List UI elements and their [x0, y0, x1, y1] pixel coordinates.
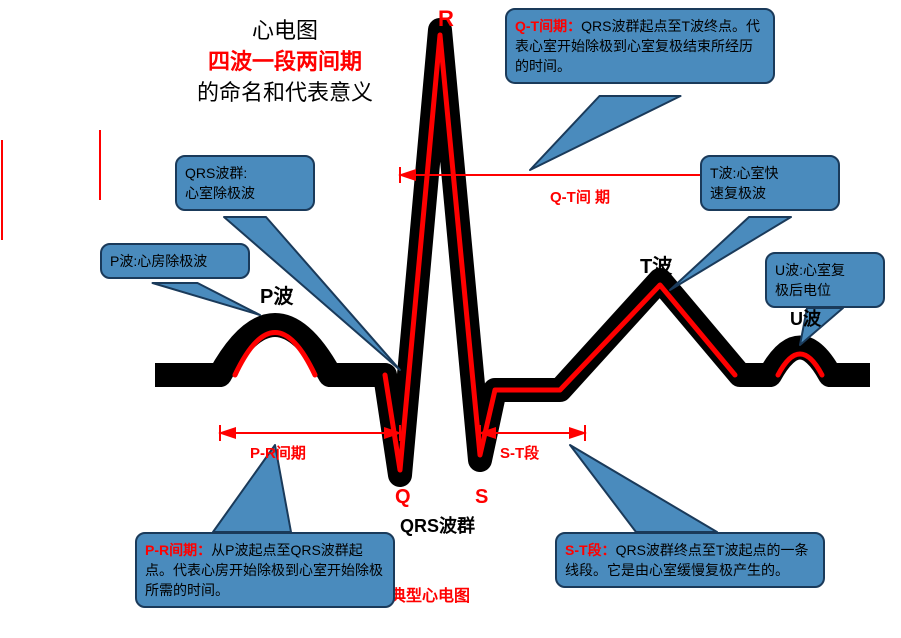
- callout-u: U波:心室复 极后电位: [765, 252, 885, 308]
- callout-qrs: QRS波群: 心室除极波: [175, 155, 315, 211]
- callout-t-line2: 速复极波: [710, 183, 830, 203]
- callout-st-hl: S-T段：: [565, 542, 616, 558]
- callout-qrs-line2: 心室除极波: [185, 183, 305, 203]
- callout-qt-hl: Q-T间期：: [515, 18, 581, 34]
- callout-t-line1: T波:心室快: [710, 163, 830, 183]
- qt-interval-label: Q-T间 期: [550, 186, 610, 207]
- label-S: S: [475, 486, 488, 509]
- st-segment-label: S-T段: [500, 442, 539, 463]
- callout-u-line1: U波:心室复: [775, 260, 875, 280]
- label-R: R: [438, 6, 454, 32]
- callout-qt: Q-T间期：QRS波群起点至T波终点。代表心室开始除极到心室复极结束所经历的时间…: [505, 8, 775, 84]
- callout-t: T波:心室快 速复极波: [700, 155, 840, 211]
- callout-pr: P-R间期：从P波起点至QRS波群起点。代表心房开始除极到心室开始除极所需的时间…: [135, 532, 395, 608]
- label-T: T波: [640, 250, 672, 279]
- label-QRS: QRS波群: [400, 512, 475, 538]
- callout-qrs-line1: QRS波群:: [185, 163, 305, 183]
- callout-p-text: P波:心房除极波: [110, 253, 207, 269]
- diagram-stage: 心电图 四波一段两间期 的命名和代表意义 R P波 T波 U波 Q S QRS波…: [0, 0, 901, 638]
- callout-u-line2: 极后电位: [775, 280, 875, 300]
- caption: 典型心电图: [390, 582, 470, 606]
- label-P: P波: [260, 280, 293, 309]
- pr-interval-label: P-R间期: [250, 442, 306, 463]
- callout-pr-hl: P-R间期：: [145, 542, 211, 558]
- callout-st: S-T段：QRS波群终点至T波起点的一条线段。它是由心室缓慢复极产生的。: [555, 532, 825, 588]
- label-Q: Q: [395, 486, 411, 509]
- label-U: U波: [790, 305, 821, 331]
- callout-p: P波:心房除极波: [100, 243, 250, 279]
